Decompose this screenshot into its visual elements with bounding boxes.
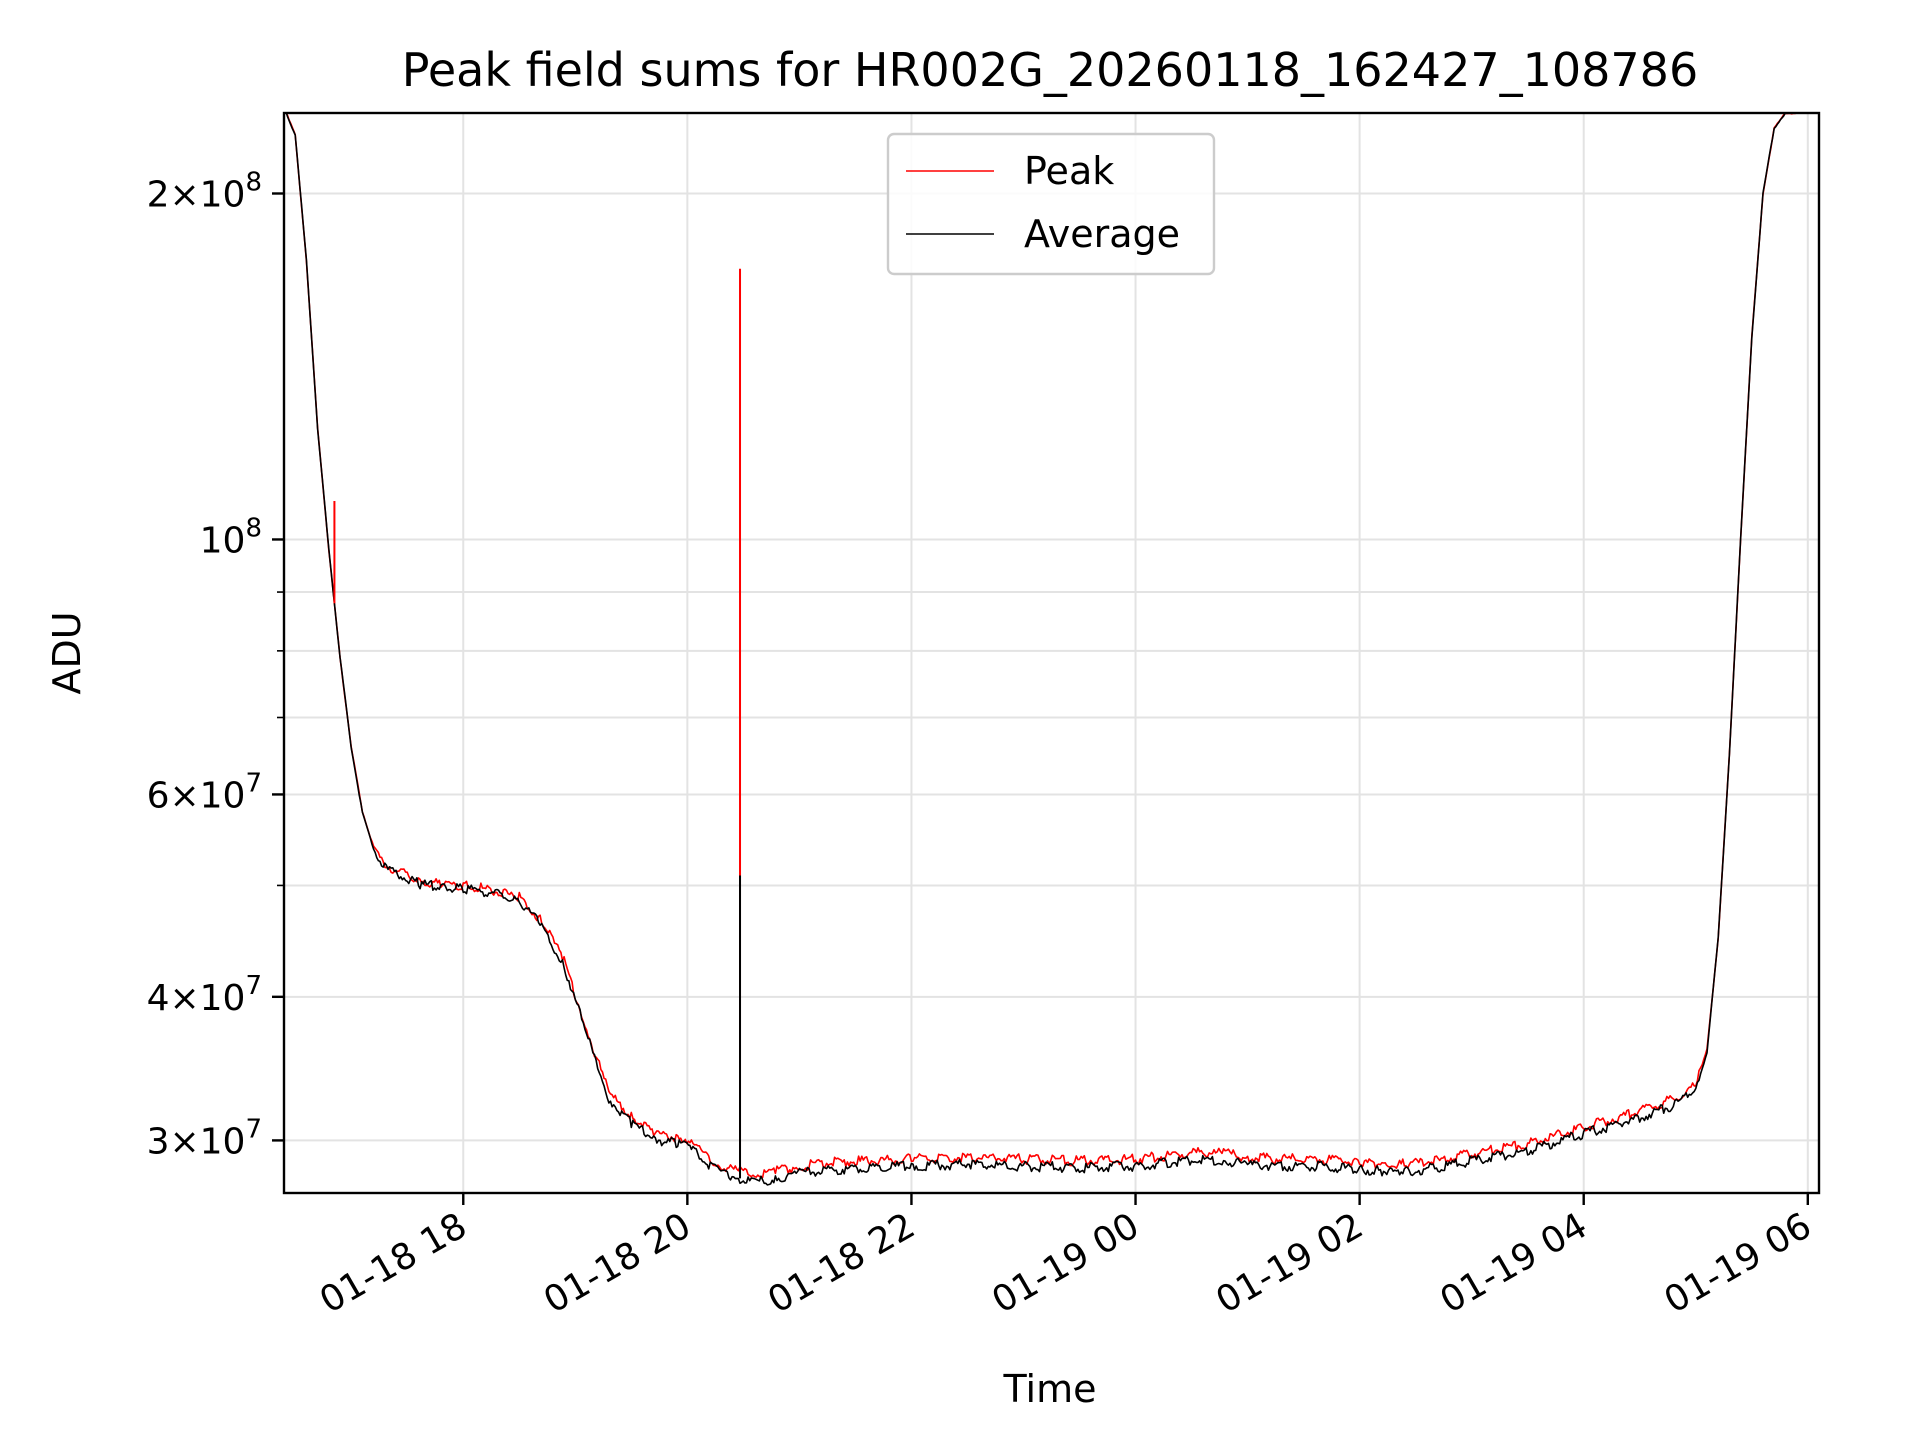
y-tick-label: 4×107 [147, 971, 262, 1019]
chart-title: Peak field sums for HR002G_20260118_1624… [402, 43, 1698, 97]
x-axis-label: Time [1003, 1367, 1097, 1411]
y-tick-label: 3×107 [147, 1114, 262, 1162]
grid-lines [284, 113, 1819, 1193]
series-group [285, 113, 1797, 1186]
plot-area-frame [282, 111, 1821, 1195]
series-line-average [285, 113, 1797, 1186]
y-tick-label: 6×107 [147, 768, 262, 816]
legend-frame [886, 132, 1216, 276]
y-axis-label: ADU [45, 611, 89, 694]
y-tick-label: 2×108 [147, 167, 262, 215]
legend: Peak Average [886, 132, 1216, 276]
legend-label-peak: Peak [1024, 149, 1114, 193]
y-tick-label: 108 [200, 513, 262, 561]
legend-label-average: Average [1024, 212, 1180, 256]
